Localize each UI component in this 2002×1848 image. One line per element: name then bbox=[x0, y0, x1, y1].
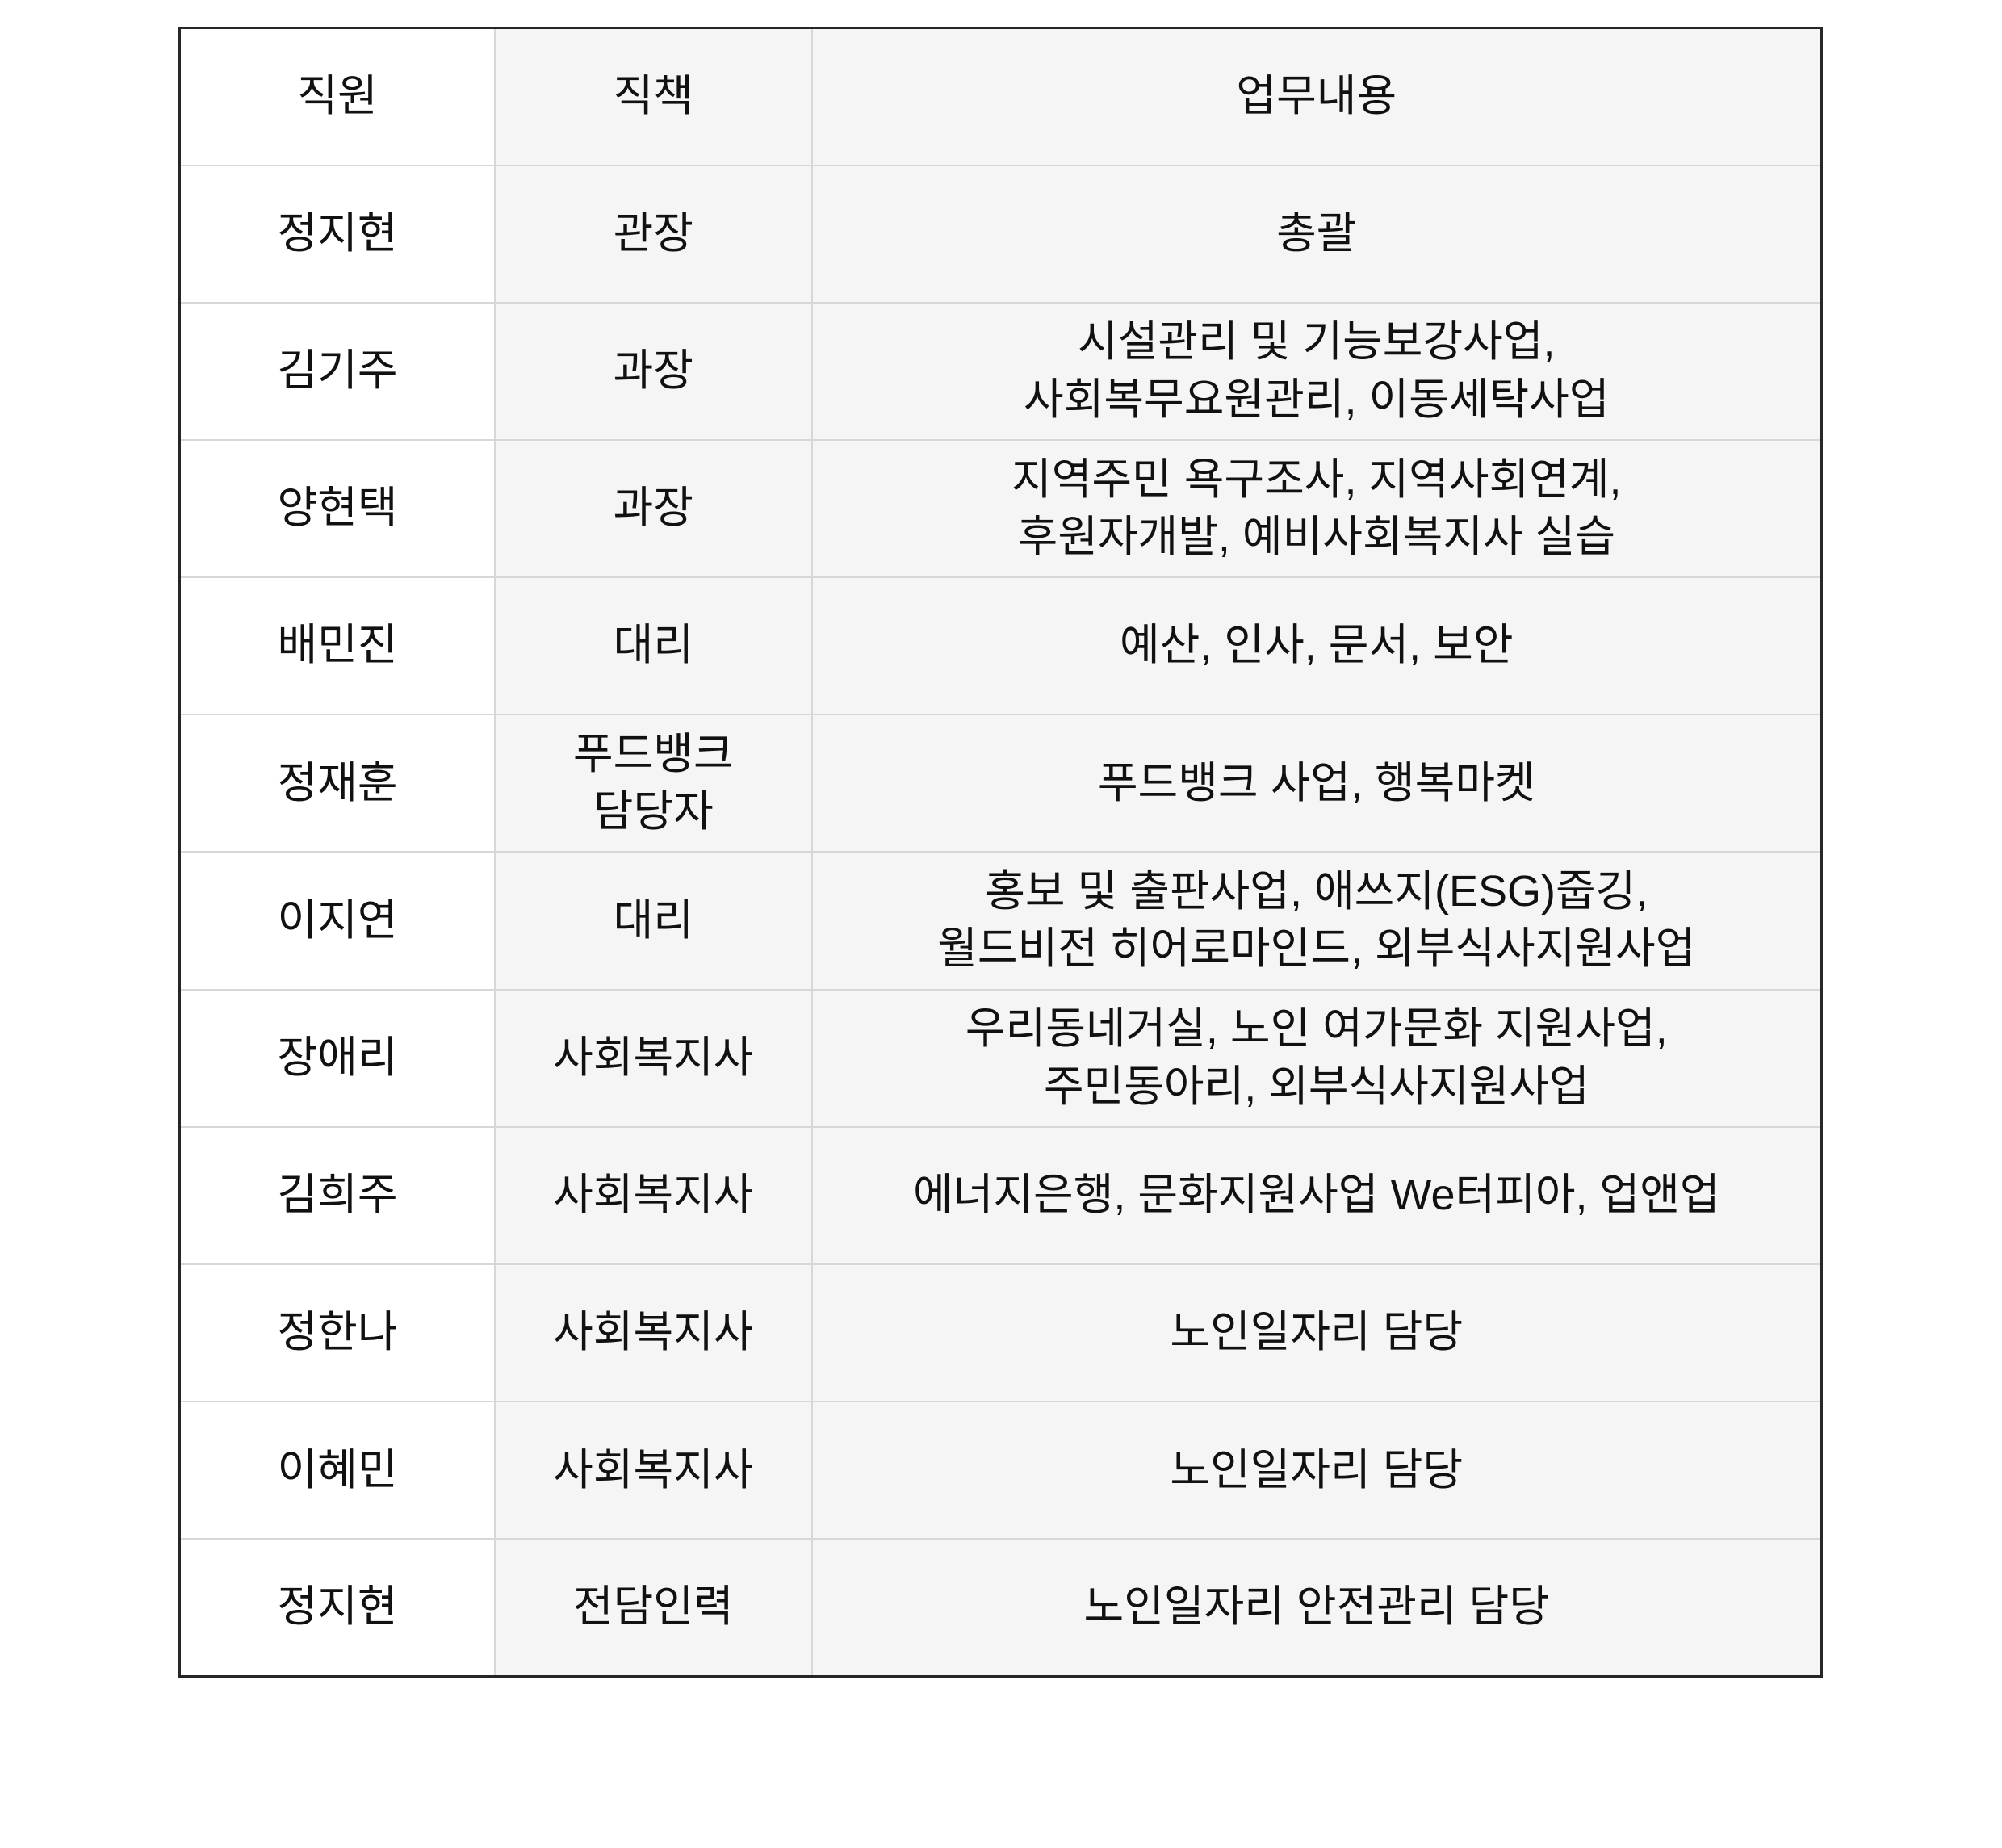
cell-duties: 노인일자리 담당 bbox=[810, 1263, 1823, 1403]
cell-employee-name: 정재훈 bbox=[178, 714, 496, 853]
cell-position: 과장 bbox=[494, 438, 813, 579]
cell-employee-name: 정한나 bbox=[178, 1263, 496, 1403]
cell-duties: 지역주민 욕구조사, 지역사회연계, 후원자개발, 예비사회복지사 실습 bbox=[810, 438, 1823, 579]
table-row: 정지현 관장 총괄 bbox=[178, 164, 1823, 304]
cell-duties: 시설관리 및 기능보강사업, 사회복무요원관리, 이동세탁사업 bbox=[810, 301, 1823, 441]
table-row: 정재훈 푸드뱅크 담당자 푸드뱅크 사업, 행복마켓 bbox=[178, 714, 1823, 853]
cell-duties: 우리동네거실, 노인 여가문화 지원사업, 주민동아리, 외부식사지원사업 bbox=[810, 988, 1823, 1128]
cell-position: 푸드뱅크 담당자 bbox=[494, 714, 813, 853]
cell-position: 사회복지사 bbox=[494, 988, 813, 1128]
table-row: 이지연 대리 홍보 및 출판사업, 애쓰지(ESG)줍깅, 월드비전 히어로마인… bbox=[178, 851, 1823, 991]
cell-employee-name: 김기주 bbox=[178, 301, 496, 441]
cell-duties: 노인일자리 담당 bbox=[810, 1401, 1823, 1540]
cell-duties: 총괄 bbox=[810, 164, 1823, 304]
cell-employee-name: 정지현 bbox=[178, 164, 496, 304]
cell-employee-name: 정지현 bbox=[178, 1538, 496, 1678]
cell-employee-name: 이혜민 bbox=[178, 1401, 496, 1540]
table-row: 김기주 과장 시설관리 및 기능보강사업, 사회복무요원관리, 이동세탁사업 bbox=[178, 301, 1823, 441]
cell-position: 과장 bbox=[494, 301, 813, 441]
cell-position: 사회복지사 bbox=[494, 1263, 813, 1403]
cell-position: 사회복지사 bbox=[494, 1125, 813, 1265]
cell-position: 사회복지사 bbox=[494, 1401, 813, 1540]
header-row: 직원 직책 업무내용 bbox=[178, 27, 1823, 166]
header-cell-position: 직책 bbox=[494, 27, 813, 166]
table-row: 이혜민 사회복지사 노인일자리 담당 bbox=[178, 1401, 1823, 1540]
cell-duties: 예산, 인사, 문서, 보안 bbox=[810, 576, 1823, 716]
cell-duties: 에너지은행, 문화지원사업 We터피아, 업앤업 bbox=[810, 1125, 1823, 1265]
table-row: 장애리 사회복지사 우리동네거실, 노인 여가문화 지원사업, 주민동아리, 외… bbox=[178, 988, 1823, 1128]
cell-employee-name: 이지연 bbox=[178, 851, 496, 991]
cell-position: 대리 bbox=[494, 851, 813, 991]
table-row: 김희주 사회복지사 에너지은행, 문화지원사업 We터피아, 업앤업 bbox=[178, 1125, 1823, 1265]
cell-duties: 노인일자리 안전관리 담당 bbox=[810, 1538, 1823, 1678]
table-row: 배민진 대리 예산, 인사, 문서, 보안 bbox=[178, 576, 1823, 716]
header-cell-duties: 업무내용 bbox=[810, 27, 1823, 166]
cell-position: 관장 bbox=[494, 164, 813, 304]
cell-duties: 홍보 및 출판사업, 애쓰지(ESG)줍깅, 월드비전 히어로마인드, 외부식사… bbox=[810, 851, 1823, 991]
table-row: 정한나 사회복지사 노인일자리 담당 bbox=[178, 1263, 1823, 1403]
cell-employee-name: 장애리 bbox=[178, 988, 496, 1128]
cell-employee-name: 배민진 bbox=[178, 576, 496, 716]
table-row: 정지현 전담인력 노인일자리 안전관리 담당 bbox=[178, 1538, 1823, 1678]
staff-duties-table: 직원 직책 업무내용 정지현 관장 총괄 김기주 과장 시설관리 및 기능보강사… bbox=[178, 27, 1823, 1678]
cell-employee-name: 김희주 bbox=[178, 1125, 496, 1265]
cell-position: 대리 bbox=[494, 576, 813, 716]
cell-position: 전담인력 bbox=[494, 1538, 813, 1678]
cell-employee-name: 양현택 bbox=[178, 438, 496, 579]
table-row: 양현택 과장 지역주민 욕구조사, 지역사회연계, 후원자개발, 예비사회복지사… bbox=[178, 438, 1823, 579]
cell-duties: 푸드뱅크 사업, 행복마켓 bbox=[810, 714, 1823, 853]
header-cell-employee: 직원 bbox=[178, 27, 496, 166]
